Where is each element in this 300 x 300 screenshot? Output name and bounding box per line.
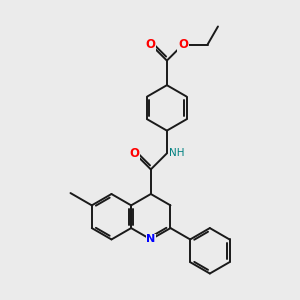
- Text: N: N: [146, 234, 155, 244]
- Text: O: O: [178, 38, 188, 51]
- Text: NH: NH: [169, 148, 184, 158]
- Text: O: O: [130, 147, 140, 160]
- Text: O: O: [146, 38, 156, 51]
